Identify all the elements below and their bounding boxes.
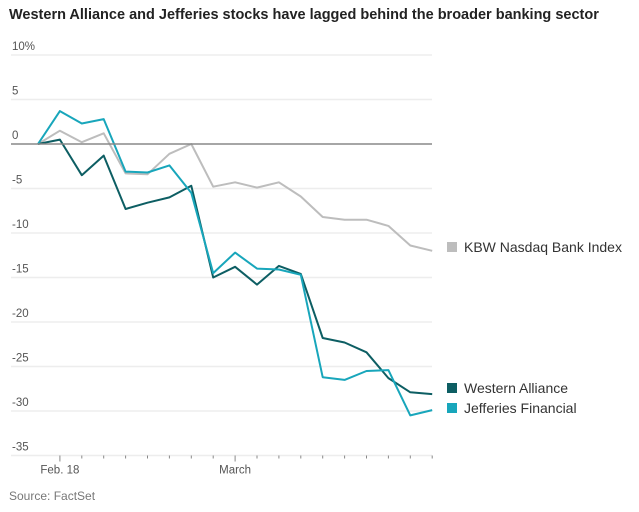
x-tick-label: March (219, 465, 251, 477)
series-line-jefferies-financial (37, 110, 433, 417)
legend-label: KBW Nasdaq Bank Index (464, 239, 622, 255)
y-tick-label: -20 (12, 308, 29, 320)
y-tick-label: -10 (12, 219, 29, 231)
chart-title: Western Alliance and Jefferies stocks ha… (9, 7, 599, 23)
legend-swatch (447, 403, 457, 413)
series-line-western-alliance (37, 138, 433, 396)
legend-label: Jefferies Financial (464, 400, 577, 416)
x-tick-label: Feb. 18 (40, 465, 79, 477)
y-tick-label: -30 (12, 397, 29, 409)
y-tick-label: -5 (12, 175, 22, 187)
y-tick-label: -25 (12, 353, 29, 365)
y-tick-label: -15 (12, 264, 29, 276)
y-tick-label: 5 (12, 86, 18, 98)
series-line-kbw-nasdaq-bank-index (37, 129, 433, 252)
source-note: Source: FactSet (9, 489, 96, 503)
y-tick-label: 10% (12, 41, 35, 53)
y-tick-label: 0 (12, 130, 18, 142)
legend-label: Western Alliance (464, 380, 568, 396)
legend-swatch (447, 383, 457, 393)
y-tick-label: -35 (12, 442, 29, 454)
legend-swatch (447, 242, 457, 252)
